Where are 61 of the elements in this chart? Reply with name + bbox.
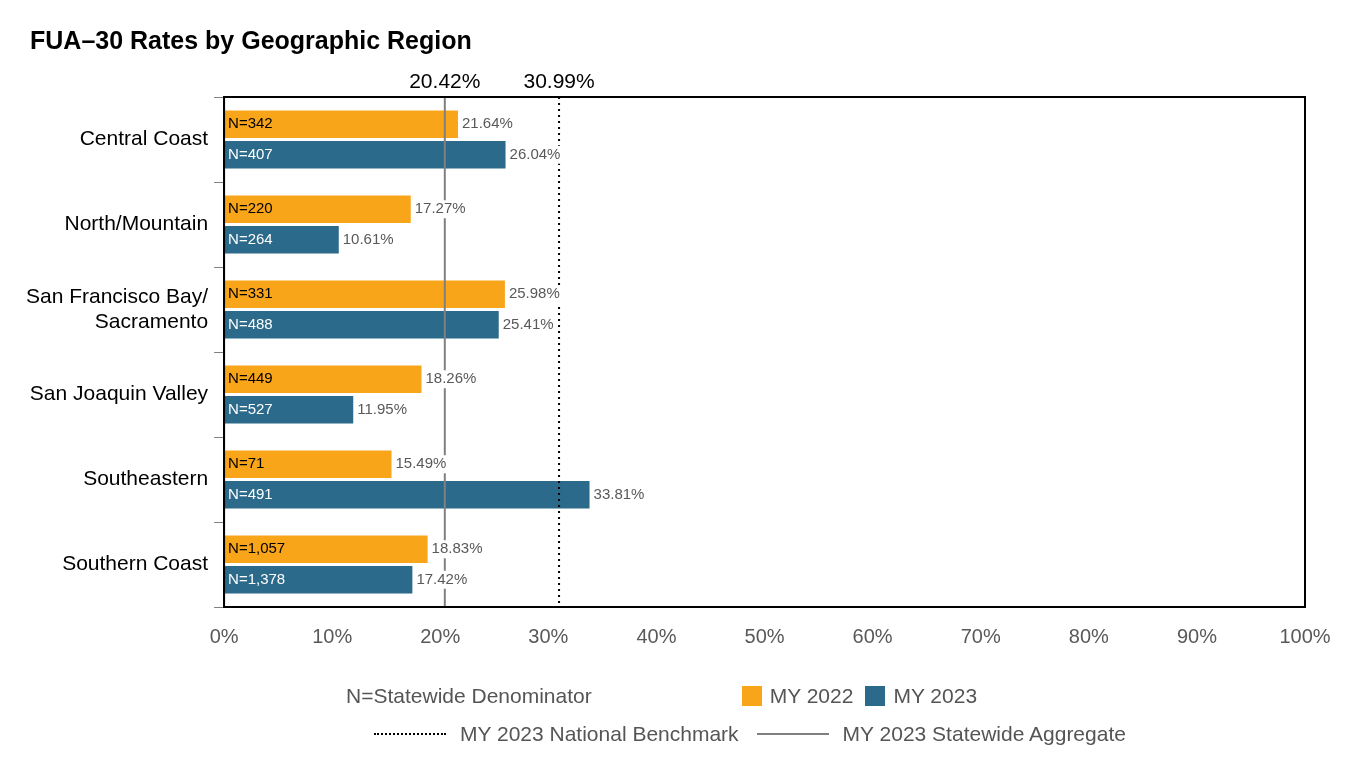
annotation: N=220 xyxy=(228,199,273,217)
data-label: 33.81% xyxy=(593,484,645,502)
text: 20.42% xyxy=(409,69,481,93)
x-tick-label: 80% xyxy=(1068,624,1110,647)
x-tick-label: 90% xyxy=(1176,624,1218,647)
bar xyxy=(224,141,506,169)
annotation: N=331 xyxy=(228,284,273,302)
data-label: 18.83% xyxy=(431,539,483,557)
x-tick-label: 40% xyxy=(636,624,677,647)
text: 30.99% xyxy=(523,69,595,93)
bar xyxy=(224,396,354,424)
data-label: 17.42% xyxy=(416,569,468,587)
x-tick-label: 50% xyxy=(744,624,785,647)
data-label: 21.64% xyxy=(461,114,513,132)
annotation: N=527 xyxy=(228,399,273,417)
bar xyxy=(224,365,422,393)
bar xyxy=(224,195,411,223)
x-tick-label: 30% xyxy=(528,624,569,647)
y-tick-label: Southern Coast xyxy=(62,551,209,575)
legend-label: MY 2023 Statewide Aggregate xyxy=(842,722,1126,746)
x-tick-label: 60% xyxy=(852,624,893,647)
annotation: N=491 xyxy=(228,484,273,502)
data-label: 15.49% xyxy=(395,454,447,472)
legend-label: MY 2023 National Benchmark xyxy=(460,722,739,746)
legend-label: MY 2023 xyxy=(893,684,978,708)
data-label: 11.95% xyxy=(357,399,408,417)
data-label: 18.26% xyxy=(425,369,477,387)
data-label: 10.61% xyxy=(342,229,394,247)
data-label: 25.98% xyxy=(508,284,560,302)
annotation: N=407 xyxy=(228,144,273,162)
bar xyxy=(224,450,392,478)
y-tick-label: Southeastern xyxy=(83,466,209,490)
x-tick-label: 0% xyxy=(209,624,239,647)
bar xyxy=(224,311,499,339)
text: N=Statewide Denominator xyxy=(346,684,592,708)
annotation: N=1,378 xyxy=(228,569,286,587)
bar xyxy=(224,226,339,254)
annotation: N=1,057 xyxy=(228,539,286,557)
data-label: 17.27% xyxy=(414,199,466,217)
x-tick-label: 70% xyxy=(960,624,1001,647)
y-tick-label: San Joaquin Valley xyxy=(29,381,209,405)
x-tick-label: 100% xyxy=(1279,624,1331,647)
annotation: N=71 xyxy=(228,454,265,472)
annotation: N=488 xyxy=(228,314,273,332)
chart-title: FUA–30 Rates by Geographic Region xyxy=(30,26,472,55)
bar xyxy=(224,535,428,563)
annotation: N=449 xyxy=(228,369,273,387)
bar xyxy=(224,566,413,594)
x-tick-label: 20% xyxy=(420,624,461,647)
bar xyxy=(224,481,590,509)
annotation: N=342 xyxy=(228,114,273,132)
bar xyxy=(224,280,505,308)
legend-label: MY 2022 xyxy=(769,684,854,708)
y-tick-label: San Francisco Bay/ Sacramento xyxy=(25,283,209,332)
annotation: N=264 xyxy=(228,229,273,247)
y-tick-label: Central Coast xyxy=(79,126,209,150)
data-label: 26.04% xyxy=(509,144,561,162)
y-tick-label: North/Mountain xyxy=(64,211,209,235)
x-tick-label: 10% xyxy=(312,624,353,647)
bar xyxy=(224,110,458,138)
data-label: 25.41% xyxy=(502,314,554,332)
